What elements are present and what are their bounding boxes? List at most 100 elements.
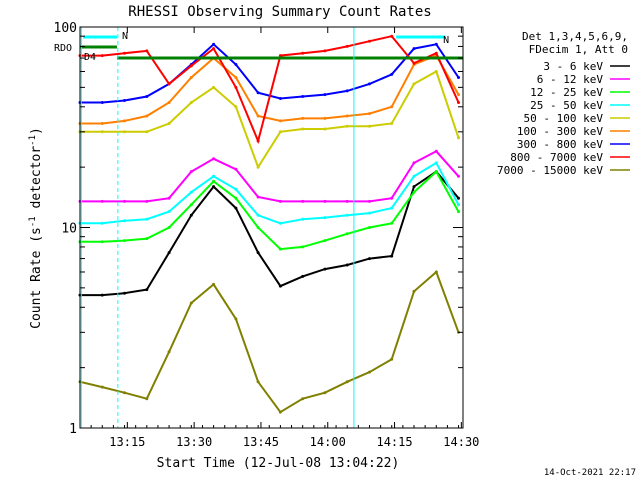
series-7 [78,34,460,145]
data-point [412,289,416,293]
data-point [278,221,282,225]
data-point [434,51,438,55]
legend-label: 6 - 12 keV [537,73,604,86]
data-point [278,54,282,58]
data-point [278,97,282,100]
data-point [212,179,216,183]
legend-entry: 100 - 300 keV [517,125,630,138]
data-point [390,122,394,125]
y-tick-label: 1 [69,422,77,437]
footer-date: 14-Oct-2021 22:17 [544,468,636,478]
data-point [189,213,193,217]
data-point [256,226,260,229]
data-point [167,350,171,354]
data-point [323,199,327,203]
night-label: N [122,31,128,42]
data-point [457,76,460,79]
d4-label: D4 [84,52,96,63]
data-point [412,47,416,51]
night-label-2: N [443,35,449,46]
data-point [234,206,238,210]
data-point [345,44,349,48]
data-point [390,206,394,210]
data-point [323,116,327,120]
data-point [123,51,126,55]
data-point [167,210,171,214]
data-point [345,124,349,128]
legend-label: 12 - 25 keV [530,86,603,99]
x-tick-label: 13:15 [109,435,145,449]
data-point [167,196,171,200]
chart-title: RHESSI Observing Summary Count Rates [128,4,431,20]
data-point [323,239,327,243]
data-point [212,42,216,46]
rdo-label: RDO [54,43,72,54]
data-point [434,42,438,46]
legend-header-line-1: Det 1,3,4,5,6,9, [522,30,628,43]
data-point [256,91,260,95]
data-point [256,139,260,143]
data-point [100,130,104,134]
legend-entry: 800 - 7000 keV [510,151,630,164]
data-point [234,85,238,89]
data-point [368,211,371,215]
legend-entry: 6 - 12 keV [537,73,630,86]
data-point [189,101,193,104]
data-point [390,105,394,109]
data-point [212,157,216,161]
data-point [368,82,371,86]
data-point [278,247,282,251]
data-point [167,82,171,86]
data-point [345,263,349,267]
legend-entry: 3 - 6 keV [543,60,630,73]
series-line-1 [80,150,460,203]
x-tick-label: 14:30 [443,435,479,449]
data-point [457,203,460,207]
data-point [145,199,149,203]
data-point [256,380,260,384]
series-0 [78,170,460,297]
legend-entry: 12 - 25 keV [530,86,630,99]
series-line-8 [79,270,460,414]
series-5 [78,54,460,125]
data-point [390,72,394,76]
data-point [412,190,416,194]
data-point [323,49,327,53]
data-point [212,174,216,178]
data-point [145,95,149,98]
data-point [301,397,305,401]
data-point [457,210,460,214]
data-point [323,267,327,271]
data-point [368,39,371,43]
data-point [345,232,349,236]
data-point [212,282,216,286]
data-point [123,130,126,134]
data-point [390,357,394,361]
y-tick-label: 10 [61,222,77,237]
data-point [145,397,149,401]
data-point [100,54,104,58]
series-line-0 [80,170,460,297]
data-point [434,149,438,153]
legend-entry: 25 - 50 keV [530,99,630,112]
legend-label: 25 - 50 keV [530,99,603,112]
legend-entry: 7000 - 15000 keV [497,164,630,177]
data-point [345,213,349,217]
x-tick-label: 13:45 [243,435,279,449]
data-point [412,174,416,178]
data-point [100,199,104,203]
data-point [145,237,149,241]
data-point [457,174,460,178]
data-point [145,49,149,53]
legend-label: 300 - 800 keV [517,138,603,151]
data-point [123,99,126,102]
data-point [368,124,371,128]
data-point [412,61,416,65]
data-point [278,199,282,203]
data-point [368,257,371,261]
data-point [368,370,371,374]
data-point [434,170,438,174]
data-point [412,82,416,86]
data-point [345,380,349,384]
